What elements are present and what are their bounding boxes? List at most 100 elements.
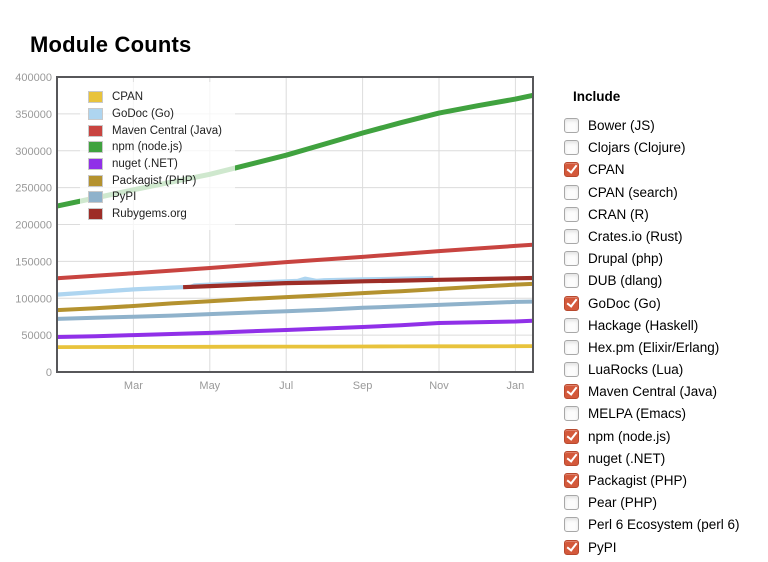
checkbox-hex-pm-elixir-erlang[interactable] (564, 339, 579, 355)
chart-svg: 0 50000 100000 150000 200000 250000 300000 3500… (15, 72, 534, 392)
include-item-pear-php[interactable]: Pear (PHP) (564, 494, 764, 511)
y-axis-tick-label: 100000 (15, 293, 52, 305)
include-item-label[interactable]: PyPI (588, 539, 617, 555)
checkbox-nuget-net[interactable] (564, 450, 579, 466)
include-item-dub-dlang[interactable]: DUB (dlang) (564, 272, 764, 289)
include-item-maven-central-java[interactable]: Maven Central (Java) (564, 383, 764, 400)
y-axis-tick-label: 300000 (15, 146, 52, 158)
include-item-cpan-search[interactable]: CPAN (search) (564, 184, 764, 201)
include-item-label[interactable]: GoDoc (Go) (588, 295, 661, 311)
include-item-label[interactable]: nuget (.NET) (588, 450, 666, 466)
include-item-label[interactable]: Perl 6 Ecosystem (perl 6) (588, 517, 740, 533)
checkbox-perl-6-ecosystem-perl-6[interactable] (564, 517, 579, 533)
legend-item-godoc-go: GoDoc (Go) (88, 106, 222, 123)
page-title: Module Counts (30, 32, 192, 57)
checkbox-hackage-haskell[interactable] (564, 317, 579, 333)
include-item-label[interactable]: Crates.io (Rust) (588, 228, 683, 244)
legend-item-npm-node-js: npm (node.js) (88, 139, 222, 156)
include-item-label[interactable]: LuaRocks (Lua) (588, 362, 684, 378)
checkbox-clojars-clojure[interactable] (564, 140, 579, 156)
include-item-godoc-go[interactable]: GoDoc (Go) (564, 295, 764, 312)
checkbox-godoc-go[interactable] (564, 295, 579, 311)
legend-color-swatch (88, 108, 103, 121)
legend-item-label: npm (node.js) (112, 141, 183, 154)
series-line-packagist-php (56, 281, 533, 313)
x-axis-tick-label: Mar (124, 380, 143, 392)
checkbox-cpan-search[interactable] (564, 184, 579, 200)
series-line-nuget-net (56, 318, 533, 339)
y-axis-tick-label: 350000 (15, 109, 52, 121)
include-item-luarocks-lua[interactable]: LuaRocks (Lua) (564, 361, 764, 378)
include-item-cran-r[interactable]: CRAN (R) (564, 206, 764, 223)
include-item-label[interactable]: Clojars (Clojure) (588, 140, 686, 156)
include-item-packagist-php[interactable]: Packagist (PHP) (564, 472, 764, 489)
checkbox-npm-node-js[interactable] (564, 428, 579, 444)
legend-item-maven-central-java: Maven Central (Java) (88, 122, 222, 139)
checkbox-cran-r[interactable] (564, 206, 579, 222)
include-item-label[interactable]: MELPA (Emacs) (588, 406, 687, 422)
include-item-nuget-net[interactable]: nuget (.NET) (564, 450, 764, 467)
include-item-label[interactable]: DUB (dlang) (588, 273, 663, 289)
y-axis-tick-label: 400000 (15, 72, 52, 84)
include-header: Include (573, 89, 621, 104)
include-item-melpa-emacs[interactable]: MELPA (Emacs) (564, 405, 764, 422)
legend-item-label: nuget (.NET) (112, 158, 178, 171)
include-item-label[interactable]: Packagist (PHP) (588, 473, 688, 488)
include-item-label[interactable]: CPAN (search) (588, 184, 678, 200)
legend-item-pypi: PyPI (88, 189, 222, 206)
checkbox-pear-php[interactable] (564, 495, 579, 511)
y-axis-tick-label: 200000 (15, 220, 52, 232)
include-item-hex-pm-elixir-erlang[interactable]: Hex.pm (Elixir/Erlang) (564, 339, 764, 356)
include-item-hackage-haskell[interactable]: Hackage (Haskell) (564, 317, 764, 334)
include-item-npm-node-js[interactable]: npm (node.js) (564, 428, 764, 445)
checkbox-packagist-php[interactable] (564, 473, 579, 488)
legend-item-nuget-net: nuget (.NET) (88, 156, 222, 173)
include-list: Bower (JS) Clojars (Clojure) CPAN CPAN (sea… (564, 117, 764, 556)
legend-item-label: Maven Central (Java) (112, 124, 222, 137)
checkbox-melpa-emacs[interactable] (564, 406, 579, 422)
include-item-perl-6-ecosystem-perl-6[interactable]: Perl 6 Ecosystem (perl 6) (564, 516, 764, 533)
chart-area: 0 50000 100000 150000 200000 250000 300000 3500… (15, 72, 534, 392)
x-axis-tick-label: May (199, 380, 220, 392)
series-line-maven-central-java (56, 242, 533, 281)
include-item-label[interactable]: npm (node.js) (588, 428, 671, 444)
checkbox-dub-dlang[interactable] (564, 273, 579, 289)
legend-color-swatch (88, 91, 103, 104)
legend-item-label: GoDoc (Go) (112, 108, 174, 121)
include-item-label[interactable]: Pear (PHP) (588, 495, 658, 511)
include-item-label[interactable]: Bower (JS) (588, 118, 655, 133)
y-axis-tick-label: 0 (46, 367, 52, 379)
y-axis-tick-label: 50000 (21, 330, 52, 342)
checkbox-pypi[interactable] (564, 539, 579, 555)
x-axis-tick-label: Jul (279, 380, 293, 392)
chart-legend: CPAN GoDoc (Go) Maven Central (Java) npm (n… (80, 82, 235, 230)
y-axis-tick-label: 150000 (15, 256, 52, 268)
checkbox-cpan[interactable] (564, 162, 579, 178)
checkbox-bower-js[interactable] (564, 118, 579, 133)
legend-color-swatch (88, 124, 103, 137)
checkbox-crates-io-rust[interactable] (564, 228, 579, 244)
include-item-label[interactable]: Hex.pm (Elixir/Erlang) (588, 339, 720, 355)
include-item-cpan[interactable]: CPAN (564, 161, 764, 178)
legend-item-label: Packagist (PHP) (112, 174, 197, 187)
include-item-bower-js[interactable]: Bower (JS) (564, 117, 764, 134)
checkbox-drupal-php[interactable] (564, 251, 579, 267)
series-line-pypi (56, 299, 533, 321)
checkbox-luarocks-lua[interactable] (564, 362, 579, 378)
include-item-crates-io-rust[interactable]: Crates.io (Rust) (564, 228, 764, 245)
legend-item-label: Rubygems.org (112, 208, 187, 221)
include-item-label[interactable]: Hackage (Haskell) (588, 317, 699, 333)
legend-color-swatch (88, 141, 103, 154)
y-axis-tick-label: 250000 (15, 183, 52, 195)
include-item-label[interactable]: Drupal (php) (588, 251, 664, 267)
legend-item-packagist-php: Packagist (PHP) (88, 172, 222, 189)
include-item-label[interactable]: CPAN (588, 162, 625, 178)
include-item-pypi[interactable]: PyPI (564, 539, 764, 556)
include-item-label[interactable]: Maven Central (Java) (588, 384, 718, 400)
include-item-label[interactable]: CRAN (R) (588, 206, 649, 222)
include-item-drupal-php[interactable]: Drupal (php) (564, 250, 764, 267)
x-axis-tick-label: Sep (353, 380, 373, 392)
checkbox-maven-central-java[interactable] (564, 384, 579, 400)
include-item-clojars-clojure[interactable]: Clojars (Clojure) (564, 139, 764, 156)
